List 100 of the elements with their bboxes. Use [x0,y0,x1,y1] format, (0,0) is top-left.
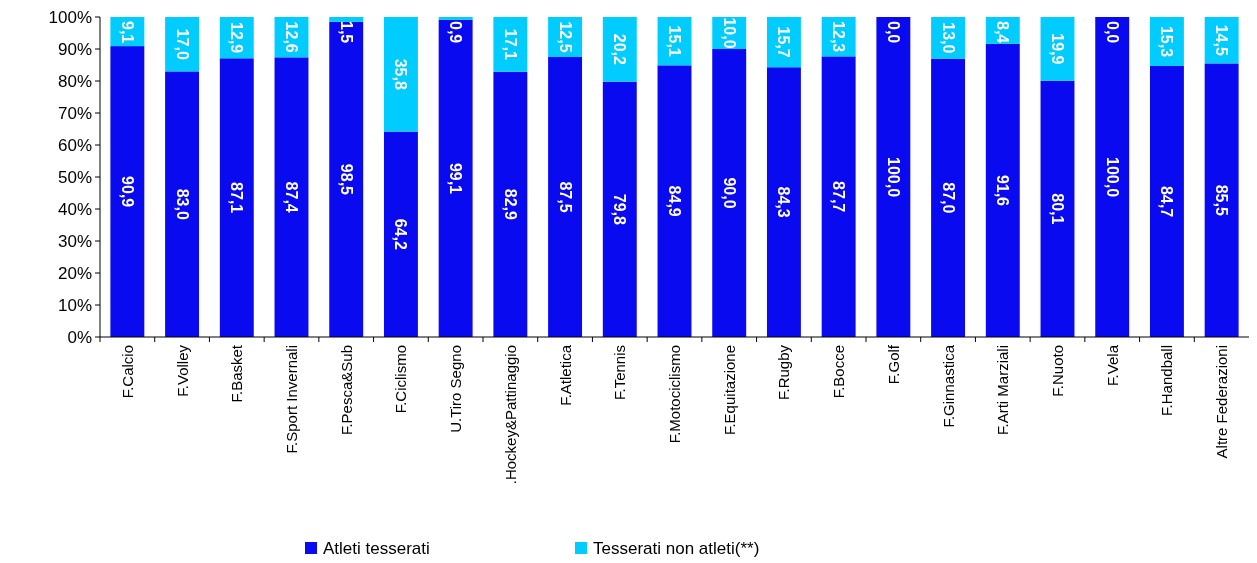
data-label: 15,1 [666,25,683,57]
y-tick-label: 60% [57,135,92,155]
y-tick-label: 90% [57,39,92,59]
bar [493,71,528,337]
bar [1040,80,1075,337]
bar [493,17,528,72]
y-tick-label: 20% [57,263,92,283]
y-tick-label: 0% [67,327,92,347]
x-tick-label: F.Rugby [775,344,793,401]
x-tick-label: F.Handball [1158,345,1176,416]
y-tick-label: 10% [57,295,92,315]
data-label: 10,0 [720,17,738,49]
data-label: 17,0 [173,28,191,60]
data-label: 84,9 [666,185,683,217]
data-label: 9,1 [118,21,136,44]
data-label: 35,8 [392,58,410,90]
x-tick-label: F.Arti Marziali [994,345,1012,436]
legend-label: Atleti tesserati [323,538,430,558]
x-tick-label: F.Pesca&Sub [337,345,355,436]
data-label: 85,5 [1213,184,1231,216]
data-label: 14,5 [1213,24,1231,56]
x-tick-label: F.Bocce [830,345,848,399]
bar [329,17,364,22]
bar [329,21,364,337]
data-label: 84,3 [775,186,793,218]
x-tick-label: F.Nuoto [1049,345,1066,397]
bar [438,19,473,337]
x-tick-label: .Hockey&Pattinaggio [501,345,519,485]
data-label: 13,0 [939,22,957,54]
bar [602,17,637,82]
bar [438,17,473,20]
x-tick-label: F.Ciclismo [392,345,410,414]
data-label: 79,8 [611,193,629,225]
bar [766,67,801,337]
data-label: 99,1 [447,162,465,195]
x-tick-label: F.Basket [228,344,246,403]
data-label: 20,2 [611,33,629,65]
data-label: 17,1 [501,28,519,61]
x-tick-label: F.Equitazione [720,345,738,436]
data-label: 98,5 [337,163,355,196]
data-label: 91,6 [994,174,1012,207]
bar [1095,17,1130,337]
bar [876,17,911,337]
data-label: 12,9 [228,22,246,54]
x-tick-label: F.Volley [173,344,191,397]
bar [165,71,200,337]
data-label: 90,9 [118,175,136,208]
data-label: 84,7 [1158,185,1176,218]
y-tick-label: 100% [48,7,92,27]
bar [657,65,692,337]
x-tick-label: F.Golf [884,344,902,385]
data-label: 87,0 [939,182,957,214]
bar [274,57,309,337]
data-label: 8,4 [994,21,1012,44]
data-label: 12,6 [283,21,300,53]
x-tick-label: F.Vela [1103,344,1121,386]
y-tick-label: 70% [57,103,92,123]
bar [383,17,418,132]
data-label: 12,5 [556,21,574,53]
x-tick-label: F.Atletica [556,344,574,406]
bar [548,57,583,337]
data-label: 0,0 [1103,21,1121,44]
data-label: 80,1 [1049,193,1066,225]
y-tick-label: 50% [57,167,92,187]
bar [712,49,747,337]
y-tick-label: 30% [57,231,92,251]
data-label: 0,9 [447,21,465,44]
data-label: 87,5 [556,181,574,213]
data-label: 83,0 [173,188,191,220]
x-tick-label: F.Ginnastica [939,344,957,428]
bar [985,43,1020,337]
data-label: 87,1 [228,182,246,214]
x-tick-label: F.Calcio [118,345,136,399]
x-tick-label: F.Tennis [611,345,629,401]
x-tick-label: F.Motociclismo [666,345,683,444]
data-label: 82,9 [501,188,519,221]
bar [383,131,418,337]
y-tick-label: 80% [57,71,92,91]
bar [1149,65,1184,337]
data-label: 19,9 [1049,33,1066,65]
data-label: 15,7 [775,26,793,58]
legend-label: Tesserati non atleti(**) [593,538,760,558]
data-label: 87,7 [830,181,848,213]
bar [1204,63,1239,337]
data-label: 90,0 [720,177,738,209]
x-tick-label: F.Sport Invernali [283,345,300,454]
x-tick-label: Altre Federazioni [1213,345,1231,459]
y-tick-label: 40% [57,199,92,219]
data-label: 100,0 [1103,156,1121,198]
data-label: 0,0 [884,21,902,44]
data-label: 64,2 [392,218,410,250]
bar [110,46,145,337]
data-label: 15,3 [1158,25,1176,58]
bar [931,58,966,337]
bar [821,56,856,337]
data-label: 87,4 [283,181,300,213]
x-tick-label: U.Tiro Segno [447,345,465,433]
data-label: 12,3 [830,21,848,53]
bar [219,58,254,337]
bar [602,81,637,337]
